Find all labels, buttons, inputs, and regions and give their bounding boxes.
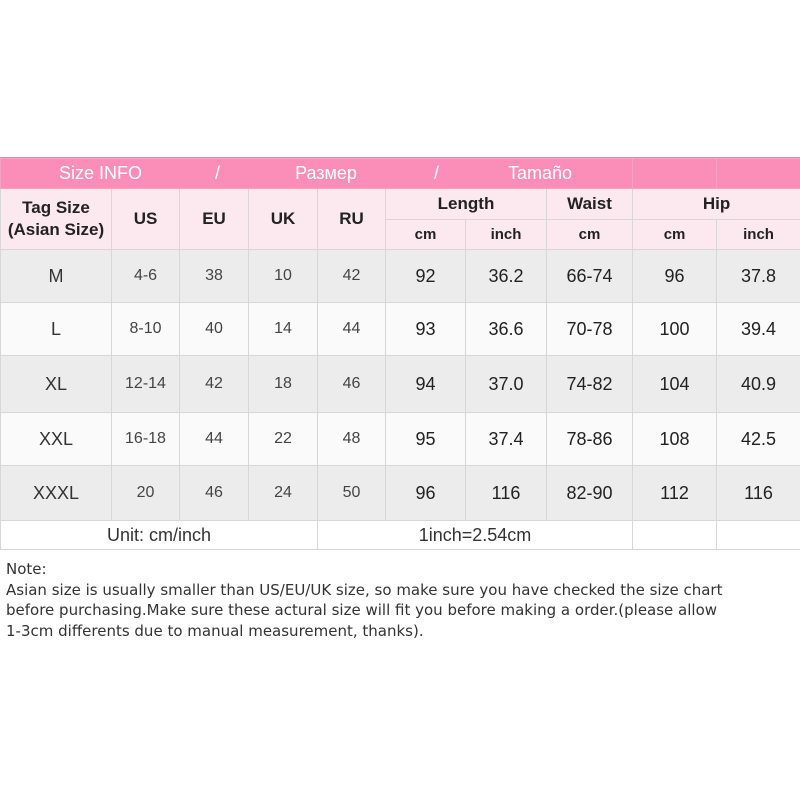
waist-cm-cell: 78-86 [545, 412, 634, 466]
hip-inch-cell: 37.8 [716, 249, 800, 303]
uk-cell: 14 [248, 302, 318, 356]
unit-empty-cell [632, 520, 718, 550]
us-header: US [111, 188, 180, 250]
unit-empty-cell [716, 520, 800, 550]
eu-cell: 46 [179, 465, 249, 521]
length-cm-cell: 93 [385, 302, 466, 356]
waist-cm-header: cm [545, 219, 634, 250]
table-row: XXXL 20 46 24 50 96 116 82-90 112 116 [0, 465, 800, 521]
table-row: L 8-10 40 14 44 93 36.6 70-78 100 39.4 [0, 302, 800, 356]
tag-size-header-line1: Tag Size [22, 198, 90, 217]
tag-size-cell: XXL [0, 412, 112, 466]
header-row: Tag Size (Asian Size) US EU UK RU Length… [0, 188, 800, 250]
tag-size-cell: L [0, 302, 112, 356]
uk-cell: 18 [248, 355, 318, 413]
hip-header: Hip [632, 188, 800, 220]
title-size-info: Size INFO [59, 163, 143, 183]
hip-cm-cell: 96 [632, 249, 718, 303]
length-cm-header: cm [385, 219, 466, 250]
ru-cell: 48 [317, 412, 386, 466]
title-empty-cell [632, 158, 718, 189]
note-line: before purchasing.Make sure these actura… [6, 601, 718, 619]
uk-cell: 24 [248, 465, 318, 521]
uk-cell: 10 [248, 249, 318, 303]
eu-cell: 40 [179, 302, 249, 356]
note-line: Asian size is usually smaller than US/EU… [6, 580, 723, 599]
hip-inch-cell: 39.4 [716, 302, 800, 356]
us-cell: 12-14 [111, 355, 180, 413]
title-cell: Size INFO / Размер / Tamaño [0, 158, 634, 189]
length-inch-cell: 36.2 [465, 249, 547, 303]
tag-size-cell: XXXL [0, 465, 112, 521]
length-inch-cell: 36.6 [465, 302, 547, 356]
uk-cell: 22 [248, 412, 318, 466]
hip-cm-cell: 104 [632, 355, 718, 413]
table-row: XL 12-14 42 18 46 94 37.0 74-82 104 40.9 [0, 355, 800, 413]
length-inch-cell: 116 [465, 465, 547, 521]
table-row: M 4-6 38 10 42 92 36.2 66-74 96 37.8 [0, 249, 800, 303]
hip-inch-cell: 116 [716, 465, 800, 521]
length-inch-header: inch [465, 219, 547, 250]
length-cm-cell: 95 [385, 412, 466, 466]
length-cm-cell: 96 [385, 465, 466, 521]
table-row: XXL 16-18 44 22 48 95 37.4 78-86 108 42.… [0, 412, 800, 466]
tag-size-header-line2: (Asian Size) [7, 220, 105, 239]
ru-cell: 44 [317, 302, 386, 356]
conversion-cell: 1inch=2.54cm [316, 520, 634, 550]
waist-cm-cell: 70-78 [545, 302, 634, 356]
tag-size-header: Tag Size (Asian Size) [0, 188, 112, 250]
eu-cell: 44 [179, 412, 249, 466]
uk-header: UK [248, 188, 318, 250]
eu-cell: 38 [179, 249, 249, 303]
size-chart: Size INFO / Размер / Tamaño Tag Size (As… [0, 157, 800, 550]
note-heading: Note: [6, 560, 47, 578]
subheader-row: cm inch cm cm inch [1, 219, 800, 250]
us-cell: 4-6 [111, 249, 180, 303]
hip-cm-cell: 100 [632, 302, 718, 356]
hip-cm-header: cm [632, 219, 718, 250]
tag-size-cell: XL [0, 355, 112, 413]
waist-cm-cell: 82-90 [545, 465, 634, 521]
waist-cm-cell: 74-82 [545, 355, 634, 413]
ru-cell: 50 [317, 465, 386, 521]
ru-cell: 42 [317, 249, 386, 303]
waist-header: Waist [545, 188, 634, 220]
eu-cell: 42 [179, 355, 249, 413]
title-russian: Размер [295, 163, 357, 183]
length-header: Length [385, 188, 547, 220]
us-cell: 20 [111, 465, 180, 521]
unit-cell: Unit: cm/inch [0, 520, 318, 550]
hip-inch-cell: 40.9 [716, 355, 800, 413]
hip-inch-header: inch [716, 219, 800, 250]
note-line: 1-3cm differents due to manual measureme… [6, 621, 424, 640]
us-cell: 8-10 [111, 302, 180, 356]
title-bar: Size INFO / Размер / Tamaño [0, 158, 800, 189]
hip-cm-cell: 112 [632, 465, 718, 521]
waist-cm-cell: 66-74 [545, 249, 634, 303]
ru-header: RU [317, 188, 386, 250]
size-table: Size INFO / Размер / Tamaño Tag Size (As… [0, 158, 800, 550]
hip-inch-cell: 42.5 [716, 412, 800, 466]
length-cm-cell: 92 [385, 249, 466, 303]
length-cm-cell: 94 [385, 355, 466, 413]
unit-row: Unit: cm/inch 1inch=2.54cm [0, 520, 800, 550]
tag-size-cell: M [0, 249, 112, 303]
title-empty-cell [716, 158, 800, 189]
eu-header: EU [179, 188, 249, 250]
note-section: Note: Asian size is usually smaller than… [0, 556, 800, 641]
hip-cm-cell: 108 [632, 412, 718, 466]
ru-cell: 46 [317, 355, 386, 413]
title-spanish: Tamaño [507, 163, 573, 183]
title-separator: / [433, 163, 439, 183]
title-separator: / [215, 163, 221, 183]
us-cell: 16-18 [111, 412, 180, 466]
length-inch-cell: 37.0 [465, 355, 547, 413]
length-inch-cell: 37.4 [465, 412, 547, 466]
